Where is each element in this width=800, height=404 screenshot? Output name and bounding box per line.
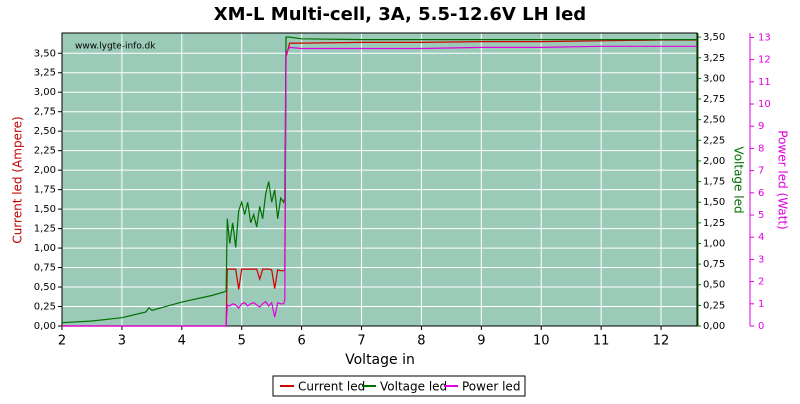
y2-tick-label: 2,75: [703, 94, 725, 105]
y-tick-label: 1,50: [34, 204, 56, 215]
y3-tick-label: 5: [758, 210, 764, 221]
y3-tick-label: 2: [758, 277, 764, 288]
y2-tick-label: 3,25: [703, 53, 725, 64]
y3-tick-label: 8: [758, 143, 764, 154]
x-tick-label: 5: [238, 334, 246, 349]
x-tick-label: 4: [178, 334, 186, 349]
y2-tick-label: 0,25: [703, 300, 725, 311]
y2-tick-label: 2,25: [703, 135, 725, 146]
y-tick-label: 1,25: [34, 224, 56, 235]
y2-tick-label: 0,00: [703, 321, 725, 332]
y3-tick-label: 1: [758, 299, 764, 310]
y2-tick-label: 2,50: [703, 115, 725, 126]
y3-tick-label: 9: [758, 121, 764, 132]
x-tick-label: 6: [297, 334, 305, 349]
x-axis-label: Voltage in: [345, 352, 415, 368]
y-tick-label: 0,25: [34, 302, 56, 313]
y2-tick-label: 3,50: [703, 32, 725, 43]
y2-axis-label: Voltage led: [732, 146, 746, 213]
plot-area: [62, 33, 697, 326]
data-line: [62, 45, 697, 327]
y2-tick-label: 1,75: [703, 177, 725, 188]
y3-tick-label: 6: [758, 188, 764, 199]
y3-tick-label: 4: [758, 232, 764, 243]
y2-tick-label: 2,00: [703, 156, 725, 167]
y3-tick-label: 0: [758, 321, 764, 332]
legend-label: Current led: [298, 380, 365, 394]
y2-tick-label: 1,00: [703, 238, 725, 249]
y3-tick-label: 11: [758, 77, 771, 88]
x-tick-label: 3: [118, 334, 126, 349]
y-tick-label: 2,00: [34, 165, 56, 176]
data-line: [61, 36, 697, 324]
y-axis-label: Current led (Ampere): [11, 116, 25, 243]
y3-tick-label: 10: [758, 99, 771, 110]
y3-tick-label: 12: [758, 55, 771, 66]
x-tick-label: 10: [533, 334, 550, 349]
y-tick-label: 0,00: [34, 321, 56, 332]
y2-tick-label: 1,25: [703, 218, 725, 229]
x-tick-label: 7: [357, 334, 365, 349]
y-tick-label: 2,50: [34, 126, 56, 137]
y2-tick-label: 1,50: [703, 197, 725, 208]
y2-tick-label: 0,75: [703, 259, 725, 270]
chart-title: XM-L Multi-cell, 3A, 5.5-12.6V LH led: [214, 4, 586, 25]
legend-label: Voltage led: [380, 380, 447, 394]
legend-label: Power led: [462, 380, 520, 394]
watermark: www.lygte-info.dk: [75, 42, 156, 52]
y-tick-label: 0,50: [34, 282, 56, 293]
legend: [272, 375, 526, 397]
y-tick-label: 2,25: [34, 146, 56, 157]
y-tick-label: 1,75: [34, 185, 56, 196]
x-tick-label: 9: [477, 334, 485, 349]
plot-frame: [61, 32, 698, 327]
y-tick-label: 3,25: [34, 68, 56, 79]
x-tick-label: 11: [593, 334, 610, 349]
y-tick-label: 3,00: [34, 87, 56, 98]
y-tick-label: 1,00: [34, 243, 56, 254]
y3-axis-label: Power led (Watt): [776, 130, 790, 229]
y-tick-label: 3,50: [34, 48, 56, 59]
x-tick-label: 8: [417, 334, 425, 349]
x-tick-label: 12: [653, 334, 670, 349]
y3-tick-label: 7: [758, 166, 764, 177]
x-tick-label: 2: [58, 334, 66, 349]
y-tick-label: 0,75: [34, 263, 56, 274]
y3-tick-label: 3: [758, 254, 764, 265]
y-tick-label: 2,75: [34, 107, 56, 118]
y2-tick-label: 0,50: [703, 280, 725, 291]
y2-tick-label: 3,00: [703, 73, 725, 84]
y3-tick-label: 13: [758, 32, 771, 43]
